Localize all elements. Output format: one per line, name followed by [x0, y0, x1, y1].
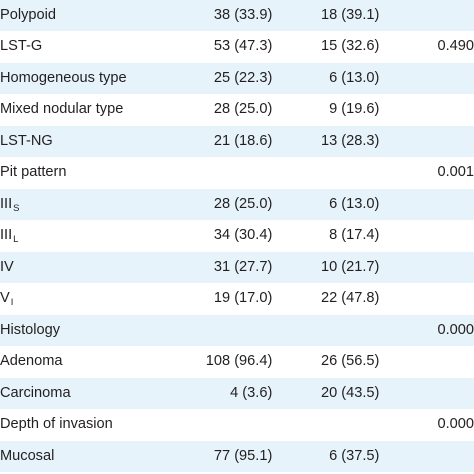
group1-value-cell: 4 (3.6) [180, 377, 273, 410]
row-label-text: V [0, 290, 10, 307]
group1-value-cell: 77 (95.1) [180, 440, 273, 472]
group1-value-cell: 19 (17.0) [180, 283, 273, 315]
group1-value-cell: 108 (96.4) [180, 346, 273, 378]
row-label: IIIS [0, 188, 181, 221]
row-label: LST-G [0, 31, 181, 63]
table-row: VI 19 (17.0) 22 (47.8) [0, 283, 474, 315]
group1-value-cell: 34 (30.4) [180, 220, 273, 252]
row-label-subscript: S [13, 202, 20, 214]
group2-value-cell: 13 (28.3) [272, 125, 380, 158]
p-value-cell [379, 251, 474, 284]
table-row: IIIL 34 (30.4) 8 (17.4) [0, 220, 474, 252]
row-label-text: Histology [0, 321, 61, 338]
group1-value-cell [180, 314, 273, 347]
p-value-cell [379, 125, 474, 158]
row-group-label: Histology [0, 314, 181, 347]
table-row: Depth of invasion 0.000 [0, 409, 474, 441]
row-label: Mucosal [0, 440, 181, 472]
p-value-cell [379, 377, 474, 410]
table-row: Adenoma 108 (96.4) 26 (56.5) [0, 346, 474, 378]
group1-value-cell: 31 (27.7) [180, 251, 273, 284]
row-label: VI [0, 283, 181, 315]
table-row: Homogeneous type 25 (22.3) 6 (13.0) [0, 62, 474, 95]
row-group-label: Depth of invasion [0, 409, 181, 441]
group2-value-cell: 10 (21.7) [272, 251, 380, 284]
group2-value-cell: 8 (17.4) [272, 220, 380, 252]
p-value-cell [379, 220, 474, 252]
p-value-cell [379, 283, 474, 315]
group1-value-cell [180, 157, 273, 189]
group2-value-cell: 22 (47.8) [272, 283, 380, 315]
group1-value-cell: 25 (22.3) [180, 62, 273, 95]
group1-value-cell: 28 (25.0) [180, 188, 273, 221]
p-value-cell: 0.000 [379, 314, 474, 347]
p-value-cell [379, 0, 474, 32]
row-label-text: LST-G [0, 38, 43, 55]
row-label-text: Adenoma [0, 353, 63, 370]
row-label-text: IV [0, 258, 14, 275]
row-label-subscript: L [13, 234, 19, 246]
group2-value-cell: 15 (32.6) [272, 31, 380, 63]
row-label-text: LST-NG [0, 132, 53, 149]
row-label: Adenoma [0, 346, 181, 378]
row-label-text: Polypoid [0, 6, 56, 23]
row-label: Mixed nodular type [0, 94, 181, 126]
p-value-cell: 0.001 [379, 157, 474, 189]
p-value-cell [379, 346, 474, 378]
row-label-text: III [0, 227, 13, 244]
row-label-text: III [0, 195, 13, 212]
row-group-label: Pit pattern [0, 157, 181, 189]
row-label-text: Depth of invasion [0, 416, 113, 433]
row-label: IIIL [0, 220, 181, 252]
group2-value-cell: 18 (39.1) [272, 0, 380, 32]
row-label-text: Mixed nodular type [0, 101, 124, 118]
row-label-subscript: I [10, 297, 14, 309]
p-value-cell [379, 62, 474, 95]
group2-value-cell: 6 (13.0) [272, 62, 380, 95]
p-value-cell: 0.000 [379, 409, 474, 441]
table-row: Mixed nodular type 28 (25.0) 9 (19.6) [0, 94, 474, 126]
row-label-text: Pit pattern [0, 164, 67, 181]
row-label: LST-NG [0, 125, 181, 158]
row-label: Polypoid [0, 0, 181, 32]
row-label: Carcinoma [0, 377, 181, 410]
table-row: IV 31 (27.7) 10 (21.7) [0, 251, 474, 284]
row-label: IV [0, 251, 181, 284]
group1-value-cell: 53 (47.3) [180, 31, 273, 63]
p-value-cell [379, 94, 474, 126]
group1-value-cell: 38 (33.9) [180, 0, 273, 32]
table-row: LST-NG 21 (18.6) 13 (28.3) [0, 125, 474, 158]
group2-value-cell [272, 409, 380, 441]
p-value-cell: 0.490 [379, 31, 474, 63]
group2-value-cell: 20 (43.5) [272, 377, 380, 410]
row-label-text: Carcinoma [0, 384, 71, 401]
group2-value-cell: 26 (56.5) [272, 346, 380, 378]
table-row: IIIS 28 (25.0) 6 (13.0) [0, 188, 474, 221]
group2-value-cell [272, 314, 380, 347]
group1-value-cell: 28 (25.0) [180, 94, 273, 126]
group1-value-cell [180, 409, 273, 441]
row-label-text: Homogeneous type [0, 69, 127, 86]
row-label-text: Mucosal [0, 447, 55, 464]
table-row: Carcinoma 4 (3.6) 20 (43.5) [0, 377, 474, 410]
group2-value-cell: 9 (19.6) [272, 94, 380, 126]
group2-value-cell: 6 (37.5) [272, 440, 380, 472]
table-row: Mucosal 77 (95.1) 6 (37.5) [0, 440, 474, 472]
p-value-cell [379, 440, 474, 472]
table-row: LST-G 53 (47.3) 15 (32.6) 0.490 [0, 31, 474, 63]
table-row: Histology 0.000 [0, 314, 474, 347]
group2-value-cell: 6 (13.0) [272, 188, 380, 221]
row-label: Homogeneous type [0, 62, 181, 95]
group2-value-cell [272, 157, 380, 189]
group1-value-cell: 21 (18.6) [180, 125, 273, 158]
table-row: Pit pattern 0.001 [0, 157, 474, 189]
table-row: Polypoid 38 (33.9) 18 (39.1) [0, 0, 474, 32]
p-value-cell [379, 188, 474, 221]
